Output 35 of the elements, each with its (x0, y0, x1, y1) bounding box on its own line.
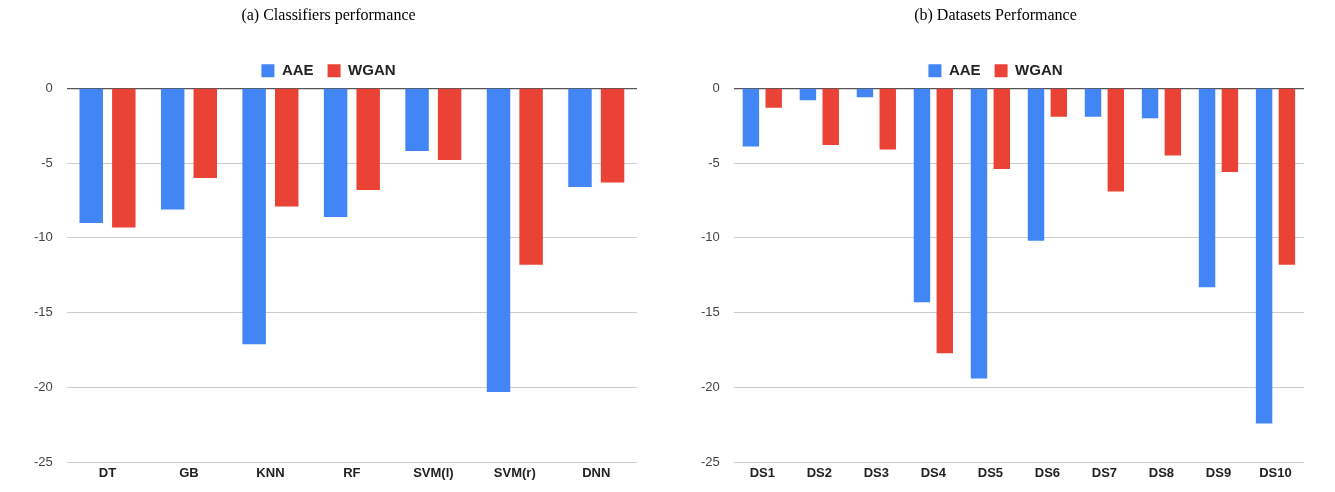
y-tick-label: 0 (45, 79, 53, 95)
x-tick-label: DS10 (1259, 464, 1292, 480)
chart-title: (a) Classifiers performance (241, 5, 416, 24)
y-tick-label: -5 (41, 154, 53, 170)
x-tick-label: DS1 (749, 464, 775, 480)
legend-label: AAE (948, 60, 981, 78)
y-tick-label: -25 (33, 453, 53, 469)
y-tick-label: -15 (700, 304, 720, 320)
x-tick-label: DS5 (977, 464, 1004, 480)
y-tick-label: -20 (33, 379, 53, 395)
chart-title: (b) Datasets Performance (914, 5, 1077, 24)
x-tick-label: DS7 (1091, 464, 1118, 480)
y-tick-label: 0 (712, 79, 720, 95)
x-tick-label: DS8 (1148, 464, 1175, 480)
legend-label: WGAN (1015, 60, 1063, 78)
y-tick-label: -10 (700, 229, 720, 245)
y-tick-label: -20 (700, 379, 720, 395)
y-tick-label: -25 (700, 453, 720, 469)
x-tick-label: RF (343, 464, 361, 480)
x-tick-label: DS3 (863, 464, 889, 480)
y-tick-label: -15 (33, 304, 53, 320)
x-tick-label: GB (179, 464, 199, 480)
legend-label: WGAN (348, 60, 396, 78)
x-tick-label: DS6 (1034, 464, 1061, 480)
x-tick-label: DT (98, 464, 117, 480)
x-tick-label: DS4 (920, 464, 947, 480)
x-tick-label: KNN (256, 464, 285, 480)
y-tick-label: -10 (33, 229, 53, 245)
x-tick-label: SVM(l) (413, 464, 454, 480)
x-tick-label: SVM(r) (493, 464, 536, 480)
x-tick-label: DS2 (806, 464, 832, 480)
x-tick-label: DNN (582, 464, 611, 480)
y-tick-label: -5 (708, 154, 720, 170)
x-tick-label: DS9 (1205, 464, 1232, 480)
legend-label: AAE (281, 60, 314, 78)
